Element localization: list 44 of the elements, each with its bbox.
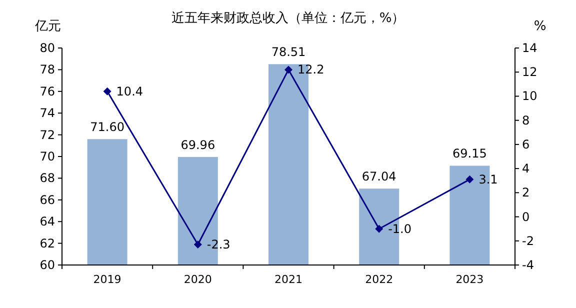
y2-axis-title: % [534, 19, 546, 34]
point [284, 66, 292, 74]
data-label: 12.2 [298, 62, 324, 77]
data-label: 78.51 [271, 45, 306, 60]
y-tick-label: 80 [40, 41, 55, 55]
x-tick-label: 2023 [456, 273, 484, 286]
chart-title: 近五年来财政总收入（单位：亿元，%） [171, 11, 405, 26]
y2-tick-label: 2 [522, 186, 530, 200]
y2-tick-label: 14 [522, 41, 538, 55]
point [375, 224, 384, 233]
x-tick-label: 2019 [93, 273, 122, 286]
data-label: 69.15 [452, 146, 487, 161]
data-label: 3.1 [478, 172, 498, 186]
y2-tick-label: 12 [522, 65, 538, 80]
data-label: -2.3 [206, 238, 230, 252]
y2-tick-label: 0 [522, 210, 530, 224]
point [194, 240, 202, 249]
data-label: 69.96 [180, 138, 216, 152]
x-tick-label: 2021 [274, 273, 302, 286]
point [103, 87, 112, 96]
y-tick-label: 74 [40, 106, 55, 120]
y2-tick-label: -4 [522, 258, 534, 272]
data-label: 10.4 [116, 84, 144, 98]
y2-tick-label: 10 [522, 89, 538, 104]
y2-tick-label: -2 [522, 234, 534, 248]
x-tick-label: 2020 [184, 273, 212, 286]
y-tick-label: 68 [40, 171, 55, 186]
y-tick-label: 64 [40, 214, 55, 229]
data-label: 67.04 [362, 170, 396, 184]
data-label: -1.0 [388, 222, 412, 236]
y2-tick-label: 4 [522, 162, 530, 176]
y-tick-label: 60 [40, 258, 55, 272]
data-label: 71.60 [90, 120, 124, 134]
y-tick-label: 78 [40, 62, 55, 77]
y2-tick-label: 8 [522, 113, 530, 128]
y-tick-label: 72 [40, 128, 55, 142]
point [466, 175, 474, 184]
y-tick-label: 62 [40, 236, 55, 250]
y2-tick-label: 6 [522, 137, 530, 152]
y-tick-label: 66 [40, 192, 55, 207]
y-tick-label: 76 [40, 84, 55, 98]
x-tick-label: 2022 [365, 273, 394, 286]
y-tick-label: 70 [40, 150, 55, 164]
y-axis-title: 亿元 [34, 19, 61, 34]
